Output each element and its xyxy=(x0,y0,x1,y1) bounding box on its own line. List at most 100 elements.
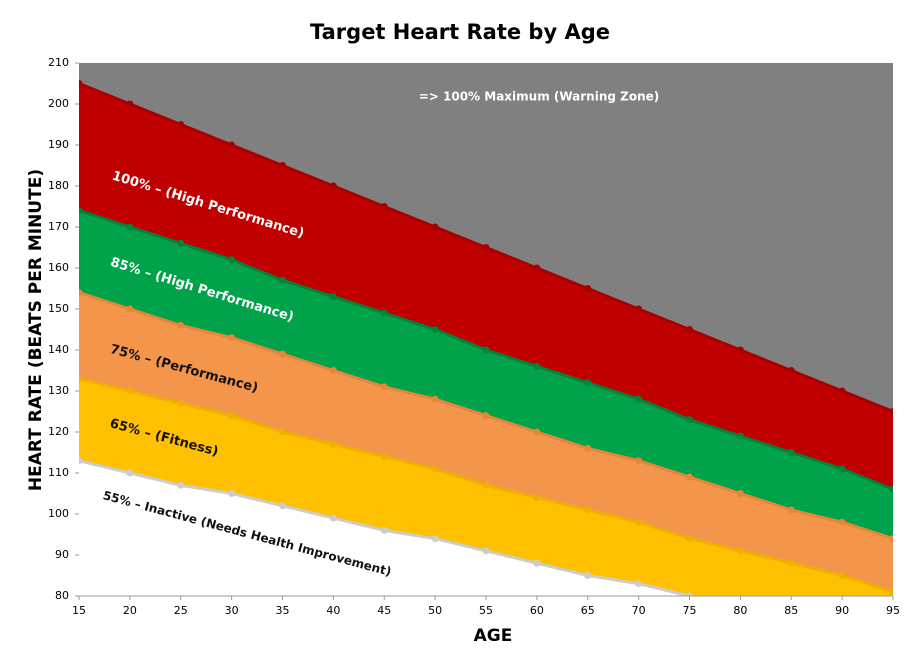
marker xyxy=(228,141,236,149)
marker xyxy=(329,367,337,374)
marker xyxy=(482,412,490,420)
y-tick-label: 110 xyxy=(48,466,69,479)
marker xyxy=(736,432,744,440)
marker xyxy=(177,481,185,489)
x-tick-label: 55 xyxy=(479,604,493,617)
marker xyxy=(126,100,134,108)
x-tick-label: 95 xyxy=(886,604,900,617)
y-tick-label: 80 xyxy=(55,589,69,602)
marker xyxy=(177,321,185,329)
marker xyxy=(838,465,846,473)
marker xyxy=(380,309,388,317)
y-tick-label: 170 xyxy=(48,220,69,233)
marker xyxy=(431,465,439,473)
marker xyxy=(380,526,388,534)
marker xyxy=(431,535,439,543)
marker xyxy=(584,506,592,514)
marker xyxy=(482,346,490,354)
x-tick-label: 45 xyxy=(377,604,391,617)
marker xyxy=(279,502,286,510)
marker xyxy=(736,346,744,354)
marker xyxy=(686,326,693,333)
marker xyxy=(279,276,286,284)
marker xyxy=(126,469,134,477)
annotation: => 100% Maximum (Warning Zone) xyxy=(419,90,660,104)
marker xyxy=(380,383,388,391)
x-tick-label: 60 xyxy=(530,604,544,617)
marker xyxy=(889,535,893,543)
y-axis-label: HEART RATE (BEATS PER MINUTE) xyxy=(26,169,46,491)
y-tick-label: 90 xyxy=(55,548,69,561)
marker xyxy=(79,207,83,215)
marker xyxy=(889,408,893,415)
y-tick-label: 140 xyxy=(48,343,69,356)
marker xyxy=(788,617,795,624)
marker xyxy=(279,428,286,436)
marker xyxy=(228,490,236,497)
plot xyxy=(79,80,897,645)
marker xyxy=(126,387,134,395)
marker xyxy=(635,518,643,526)
marker xyxy=(482,244,490,251)
marker xyxy=(736,490,744,497)
x-tick-label: 80 xyxy=(733,604,747,617)
y-tick-label: 210 xyxy=(48,56,69,69)
marker xyxy=(79,375,83,383)
x-tick-label: 85 xyxy=(784,604,798,617)
marker xyxy=(635,305,643,313)
x-tick-label: 90 xyxy=(835,604,849,617)
marker xyxy=(838,572,846,579)
marker xyxy=(787,367,795,374)
marker xyxy=(584,444,592,452)
marker xyxy=(686,535,693,543)
x-tick-label: 75 xyxy=(683,604,697,617)
marker xyxy=(79,457,83,465)
y-tick-label: 190 xyxy=(48,138,69,151)
marker xyxy=(686,416,693,424)
marker xyxy=(79,289,83,297)
marker xyxy=(890,638,897,645)
marker xyxy=(380,453,388,461)
y-tick-label: 160 xyxy=(48,261,69,274)
marker xyxy=(482,547,490,555)
marker xyxy=(431,326,439,333)
y-tick-label: 150 xyxy=(48,302,69,315)
marker xyxy=(329,514,337,522)
marker xyxy=(584,379,592,387)
x-tick-label: 70 xyxy=(632,604,646,617)
x-tick-label: 40 xyxy=(326,604,340,617)
marker xyxy=(482,481,490,489)
marker xyxy=(838,518,846,526)
marker xyxy=(686,473,693,481)
marker xyxy=(177,121,185,128)
marker xyxy=(787,506,795,514)
chart-title: Target Heart Rate by Age xyxy=(310,20,610,44)
y-tick-label: 100 xyxy=(48,507,69,520)
marker xyxy=(329,293,337,301)
marker xyxy=(839,625,846,632)
x-tick-label: 20 xyxy=(123,604,137,617)
y-tick-label: 180 xyxy=(48,179,69,192)
marker xyxy=(533,362,541,370)
marker xyxy=(635,395,643,403)
y-tick-label: 120 xyxy=(48,425,69,438)
x-tick-label: 50 xyxy=(428,604,442,617)
x-tick-label: 30 xyxy=(225,604,239,617)
marker xyxy=(228,412,236,420)
marker xyxy=(533,264,541,272)
x-tick-label: 15 xyxy=(72,604,86,617)
marker xyxy=(635,457,643,465)
marker xyxy=(126,223,134,231)
marker xyxy=(584,285,592,292)
marker xyxy=(787,559,795,567)
marker xyxy=(533,494,541,502)
marker xyxy=(279,350,286,358)
x-tick-label: 35 xyxy=(276,604,290,617)
x-axis-label: AGE xyxy=(474,626,513,646)
marker xyxy=(380,203,388,210)
x-tick-label: 65 xyxy=(581,604,595,617)
marker xyxy=(228,256,236,264)
marker xyxy=(126,305,134,313)
marker xyxy=(79,80,83,87)
marker xyxy=(889,485,893,493)
